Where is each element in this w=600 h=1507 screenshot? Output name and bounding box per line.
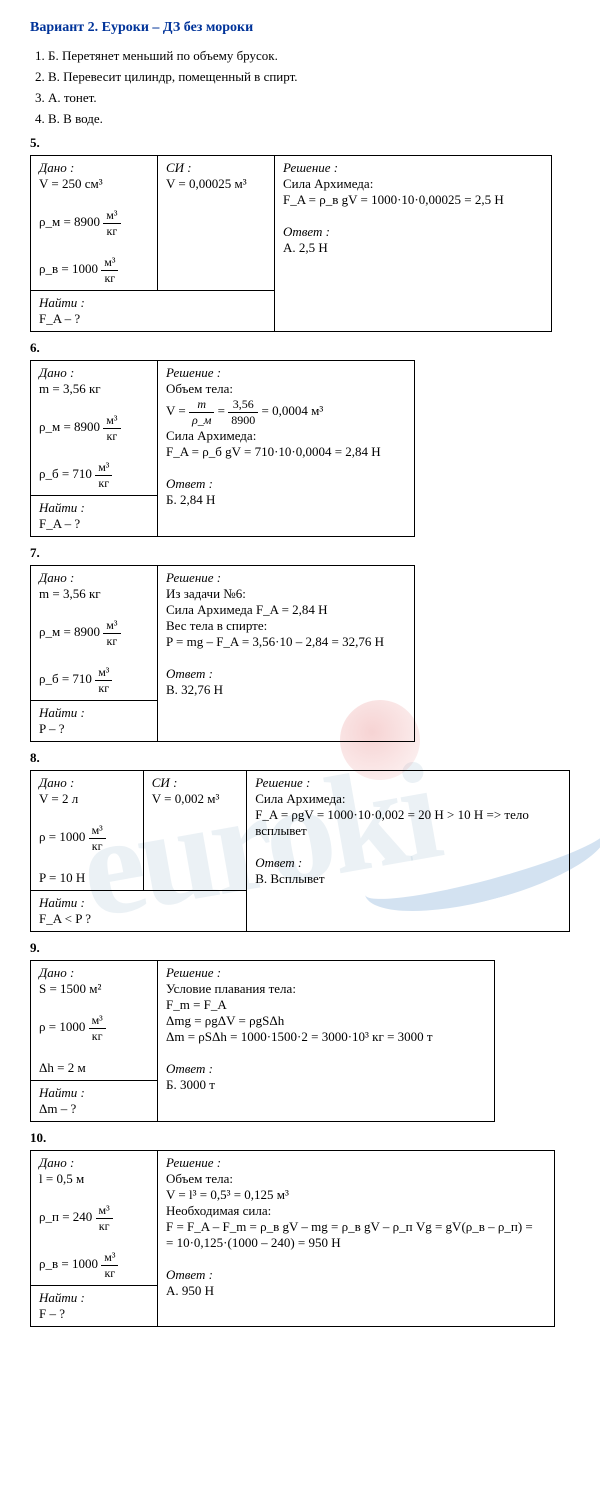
p8-ans: В. Всплывет: [255, 871, 324, 886]
p9-sol3: Δmg = ρgΔV = ρgSΔh: [166, 1013, 284, 1028]
p6-naiti: F_A – ?: [39, 516, 80, 531]
otvet-label: Ответ :: [166, 1267, 213, 1282]
reshenie-label: Решение :: [166, 570, 221, 585]
p6-dano-rho-b: ρ_б = 710 м³кг: [39, 466, 112, 481]
naiti-label: Найти :: [39, 895, 85, 910]
p5-sol2: F_A = ρ_в gV = 1000·10·0,00025 = 2,5 Н: [283, 192, 504, 207]
naiti-label: Найти :: [39, 295, 85, 310]
p10-dano-rho-v: ρ_в = 1000 м³кг: [39, 1256, 118, 1271]
short-answers-list: Б. Перетянет меньший по объему брусок. В…: [48, 48, 570, 127]
otvet-label: Ответ :: [166, 666, 213, 681]
p10-ans: А. 950 Н: [166, 1283, 214, 1298]
p10-dano-l: l = 0,5 м: [39, 1171, 84, 1186]
p9-naiti: Δm – ?: [39, 1101, 76, 1116]
problem-10-number: 10.: [30, 1130, 570, 1146]
otvet-label: Ответ :: [283, 224, 330, 239]
p10-sol4: F = F_A – F_m = ρ_в gV – mg = ρ_в gV – ρ…: [166, 1219, 533, 1234]
p6-sol1: Объем тела:: [166, 381, 233, 396]
p9-sol1: Условие плавания тела:: [166, 981, 296, 996]
p9-sol2: F_m = F_A: [166, 997, 227, 1012]
problem-9-number: 9.: [30, 940, 570, 956]
p7-naiti: P – ?: [39, 721, 65, 736]
dano-label: Дано :: [39, 775, 74, 790]
p10-sol1: Объем тела:: [166, 1171, 233, 1186]
p5-ans: А. 2,5 Н: [283, 240, 328, 255]
p6-ans: Б. 2,84 Н: [166, 492, 215, 507]
otvet-label: Ответ :: [166, 1061, 213, 1076]
p6-sol3: Сила Архимеда:: [166, 428, 256, 443]
p5-dano-v: V = 250 см³: [39, 176, 103, 191]
p6-dano-m: m = 3,56 кг: [39, 381, 101, 396]
si-label: СИ :: [152, 775, 178, 790]
p9-dano-dh: Δh = 2 м: [39, 1060, 86, 1075]
answer-4: В. В воде.: [48, 111, 570, 127]
dano-label: Дано :: [39, 160, 74, 175]
page-content: Вариант 2. Еуроки – ДЗ без мороки Б. Пер…: [30, 20, 570, 1327]
problem-8-number: 8.: [30, 750, 570, 766]
reshenie-label: Решение :: [166, 365, 221, 380]
p7-ans: В. 32,76 Н: [166, 682, 223, 697]
problem-7-number: 7.: [30, 545, 570, 561]
answer-2: В. Перевесит цилиндр, помещенный в спирт…: [48, 69, 570, 85]
p5-naiti: F_A – ?: [39, 311, 80, 326]
problem-10-table: Дано : l = 0,5 м ρ_п = 240 м³кг ρ_в = 10…: [30, 1150, 555, 1327]
answer-1: Б. Перетянет меньший по объему брусок.: [48, 48, 570, 64]
p8-naiti: F_A < P ?: [39, 911, 91, 926]
problem-6-number: 6.: [30, 340, 570, 356]
p9-sol4: Δm = ρSΔh = 1000·1500·2 = 3000·10³ кг = …: [166, 1029, 433, 1044]
p7-sol4: P = mg – F_A = 3,56·10 – 2,84 = 32,76 Н: [166, 634, 384, 649]
p10-dano-rho-n: ρ_п = 240 м³кг: [39, 1209, 113, 1224]
p8-sol2: F_A = ρgV = 1000·10·0,002 = 20 Н > 10 Н …: [255, 807, 529, 838]
p8-si: V = 0,002 м³: [152, 791, 220, 806]
dano-label: Дано :: [39, 1155, 74, 1170]
dano-label: Дано :: [39, 965, 74, 980]
p7-sol1: Из задачи №6:: [166, 586, 246, 601]
p7-dano-rho-b: ρ_б = 710 м³кг: [39, 671, 112, 686]
p9-dano-rho: ρ = 1000 м³кг: [39, 1019, 106, 1034]
naiti-label: Найти :: [39, 500, 85, 515]
dano-label: Дано :: [39, 365, 74, 380]
problem-7-table: Дано : m = 3,56 кг ρ_м = 8900 м³кг ρ_б =…: [30, 565, 415, 742]
problem-9-table: Дано : S = 1500 м² ρ = 1000 м³кг Δh = 2 …: [30, 960, 495, 1122]
p5-si: V = 0,00025 м³: [166, 176, 247, 191]
reshenie-label: Решение :: [166, 1155, 221, 1170]
p8-sol1: Сила Архимеда:: [255, 791, 345, 806]
p9-dano-s: S = 1500 м²: [39, 981, 101, 996]
p8-dano-rho: ρ = 1000 м³кг: [39, 829, 106, 844]
naiti-label: Найти :: [39, 1085, 85, 1100]
problem-6-table: Дано : m = 3,56 кг ρ_м = 8900 м³кг ρ_б =…: [30, 360, 415, 537]
p5-dano-rho-m: ρ_м = 8900 м³кг: [39, 214, 121, 229]
page-title: Вариант 2. Еуроки – ДЗ без мороки: [30, 20, 570, 36]
problem-5-number: 5.: [30, 135, 570, 151]
otvet-label: Ответ :: [166, 476, 213, 491]
p8-dano-v: V = 2 л: [39, 791, 78, 806]
otvet-label: Ответ :: [255, 855, 302, 870]
naiti-label: Найти :: [39, 1290, 85, 1305]
p5-dano-rho-v: ρ_в = 1000 м³кг: [39, 261, 118, 276]
reshenie-label: Решение :: [283, 160, 338, 175]
p7-dano-m: m = 3,56 кг: [39, 586, 101, 601]
p6-sol2: V = mρ_м = 3,568900 = 0,0004 м³: [166, 403, 323, 418]
p10-sol5: = 10·0,125·(1000 – 240) = 950 Н: [166, 1235, 341, 1250]
dano-label: Дано :: [39, 570, 74, 585]
p6-sol4: F_A = ρ_б gV = 710·10·0,0004 = 2,84 Н: [166, 444, 381, 459]
problem-5-table: Дано : V = 250 см³ ρ_м = 8900 м³кг ρ_в =…: [30, 155, 552, 332]
problem-8-table: Дано : V = 2 л ρ = 1000 м³кг P = 10 Н СИ…: [30, 770, 570, 932]
p7-dano-rho-m: ρ_м = 8900 м³кг: [39, 624, 121, 639]
reshenie-label: Решение :: [166, 965, 221, 980]
p6-dano-rho-m: ρ_м = 8900 м³кг: [39, 419, 121, 434]
p7-sol3: Вес тела в спирте:: [166, 618, 267, 633]
si-label: СИ :: [166, 160, 192, 175]
p9-ans: Б. 3000 т: [166, 1077, 215, 1092]
answer-3: А. тонет.: [48, 90, 570, 106]
p7-sol2: Сила Архимеда F_A = 2,84 Н: [166, 602, 328, 617]
p10-naiti: F – ?: [39, 1306, 65, 1321]
p10-sol2: V = l³ = 0,5³ = 0,125 м³: [166, 1187, 289, 1202]
p5-sol1: Сила Архимеда:: [283, 176, 373, 191]
naiti-label: Найти :: [39, 705, 85, 720]
p10-sol3: Необходимая сила:: [166, 1203, 271, 1218]
reshenie-label: Решение :: [255, 775, 310, 790]
p8-dano-p: P = 10 Н: [39, 870, 85, 885]
